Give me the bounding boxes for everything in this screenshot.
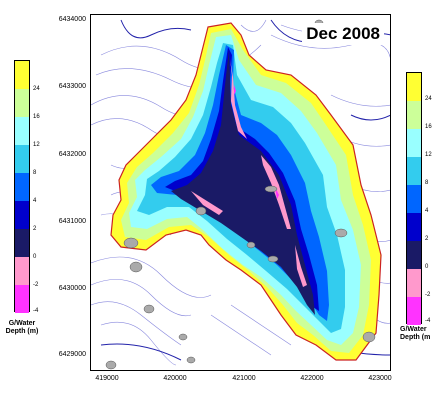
legend-label: 16 [33, 114, 40, 120]
x-tick-label: 419000 [95, 375, 119, 382]
legend-label: 12 [425, 152, 432, 158]
legend-swatch [407, 73, 421, 101]
map-canvas [91, 19, 390, 370]
y-tick-label: 6431000 [58, 218, 86, 225]
legend-label: 2 [33, 226, 37, 232]
legend-swatch [15, 173, 29, 201]
legend-caption-line2: Depth (m [400, 334, 431, 341]
legend-label: -4 [33, 308, 39, 314]
legend-label: 0 [33, 254, 37, 260]
legend-label: 24 [425, 96, 432, 102]
legend-label: 8 [425, 180, 429, 186]
legend-swatch [15, 61, 29, 89]
legend-label: -2 [33, 282, 39, 288]
x-tick-label: 421000 [232, 375, 256, 382]
legend-label: 12 [33, 142, 40, 148]
legend-caption: G/Water Depth (m) [0, 320, 44, 336]
x-tick-label: 423000 [368, 375, 392, 382]
legend-label: 4 [33, 198, 37, 204]
y-tick-label: 6434000 [58, 16, 86, 23]
legend-caption: G/Water Depth (m [400, 326, 436, 342]
legend-swatch [407, 185, 421, 213]
left-legend-bar [14, 60, 30, 313]
right-legend-bar [406, 72, 422, 325]
legend-label: 2 [425, 236, 429, 242]
catchment-area [110, 22, 382, 361]
map-panel: Dec 2008 [90, 14, 391, 371]
legend-swatch [407, 241, 421, 269]
legend-label: -2 [425, 292, 431, 298]
legend-caption-line1: G/Water [8, 320, 36, 327]
legend-label: 4 [425, 208, 429, 214]
legend-caption-line1: G/Water [400, 326, 427, 333]
legend-swatch [407, 269, 421, 297]
x-tick-label: 420000 [163, 375, 187, 382]
legend-swatch [15, 145, 29, 173]
legend-label: 8 [33, 170, 37, 176]
legend-swatch [15, 285, 29, 313]
y-tick-label: 6429000 [58, 351, 86, 358]
y-tick-label: 6430000 [58, 285, 86, 292]
legend-label: 16 [425, 124, 432, 130]
map-title: Dec 2008 [302, 23, 384, 45]
x-tick-label: 422000 [300, 375, 324, 382]
legend-label: -4 [425, 318, 431, 324]
legend-swatch [15, 117, 29, 145]
legend-swatch [15, 257, 29, 285]
legend-label: 24 [33, 86, 40, 92]
legend-swatch [15, 89, 29, 117]
legend-swatch [407, 129, 421, 157]
legend-swatch [407, 297, 421, 325]
y-tick-label: 6432000 [58, 151, 86, 158]
y-tick-label: 6433000 [58, 83, 86, 90]
legend-swatch [407, 213, 421, 241]
legend-swatch [407, 101, 421, 129]
legend-caption-line2: Depth (m) [5, 328, 39, 335]
legend-swatch [15, 201, 29, 229]
legend-swatch [407, 157, 421, 185]
legend-swatch [15, 229, 29, 257]
legend-label: 0 [425, 264, 429, 270]
